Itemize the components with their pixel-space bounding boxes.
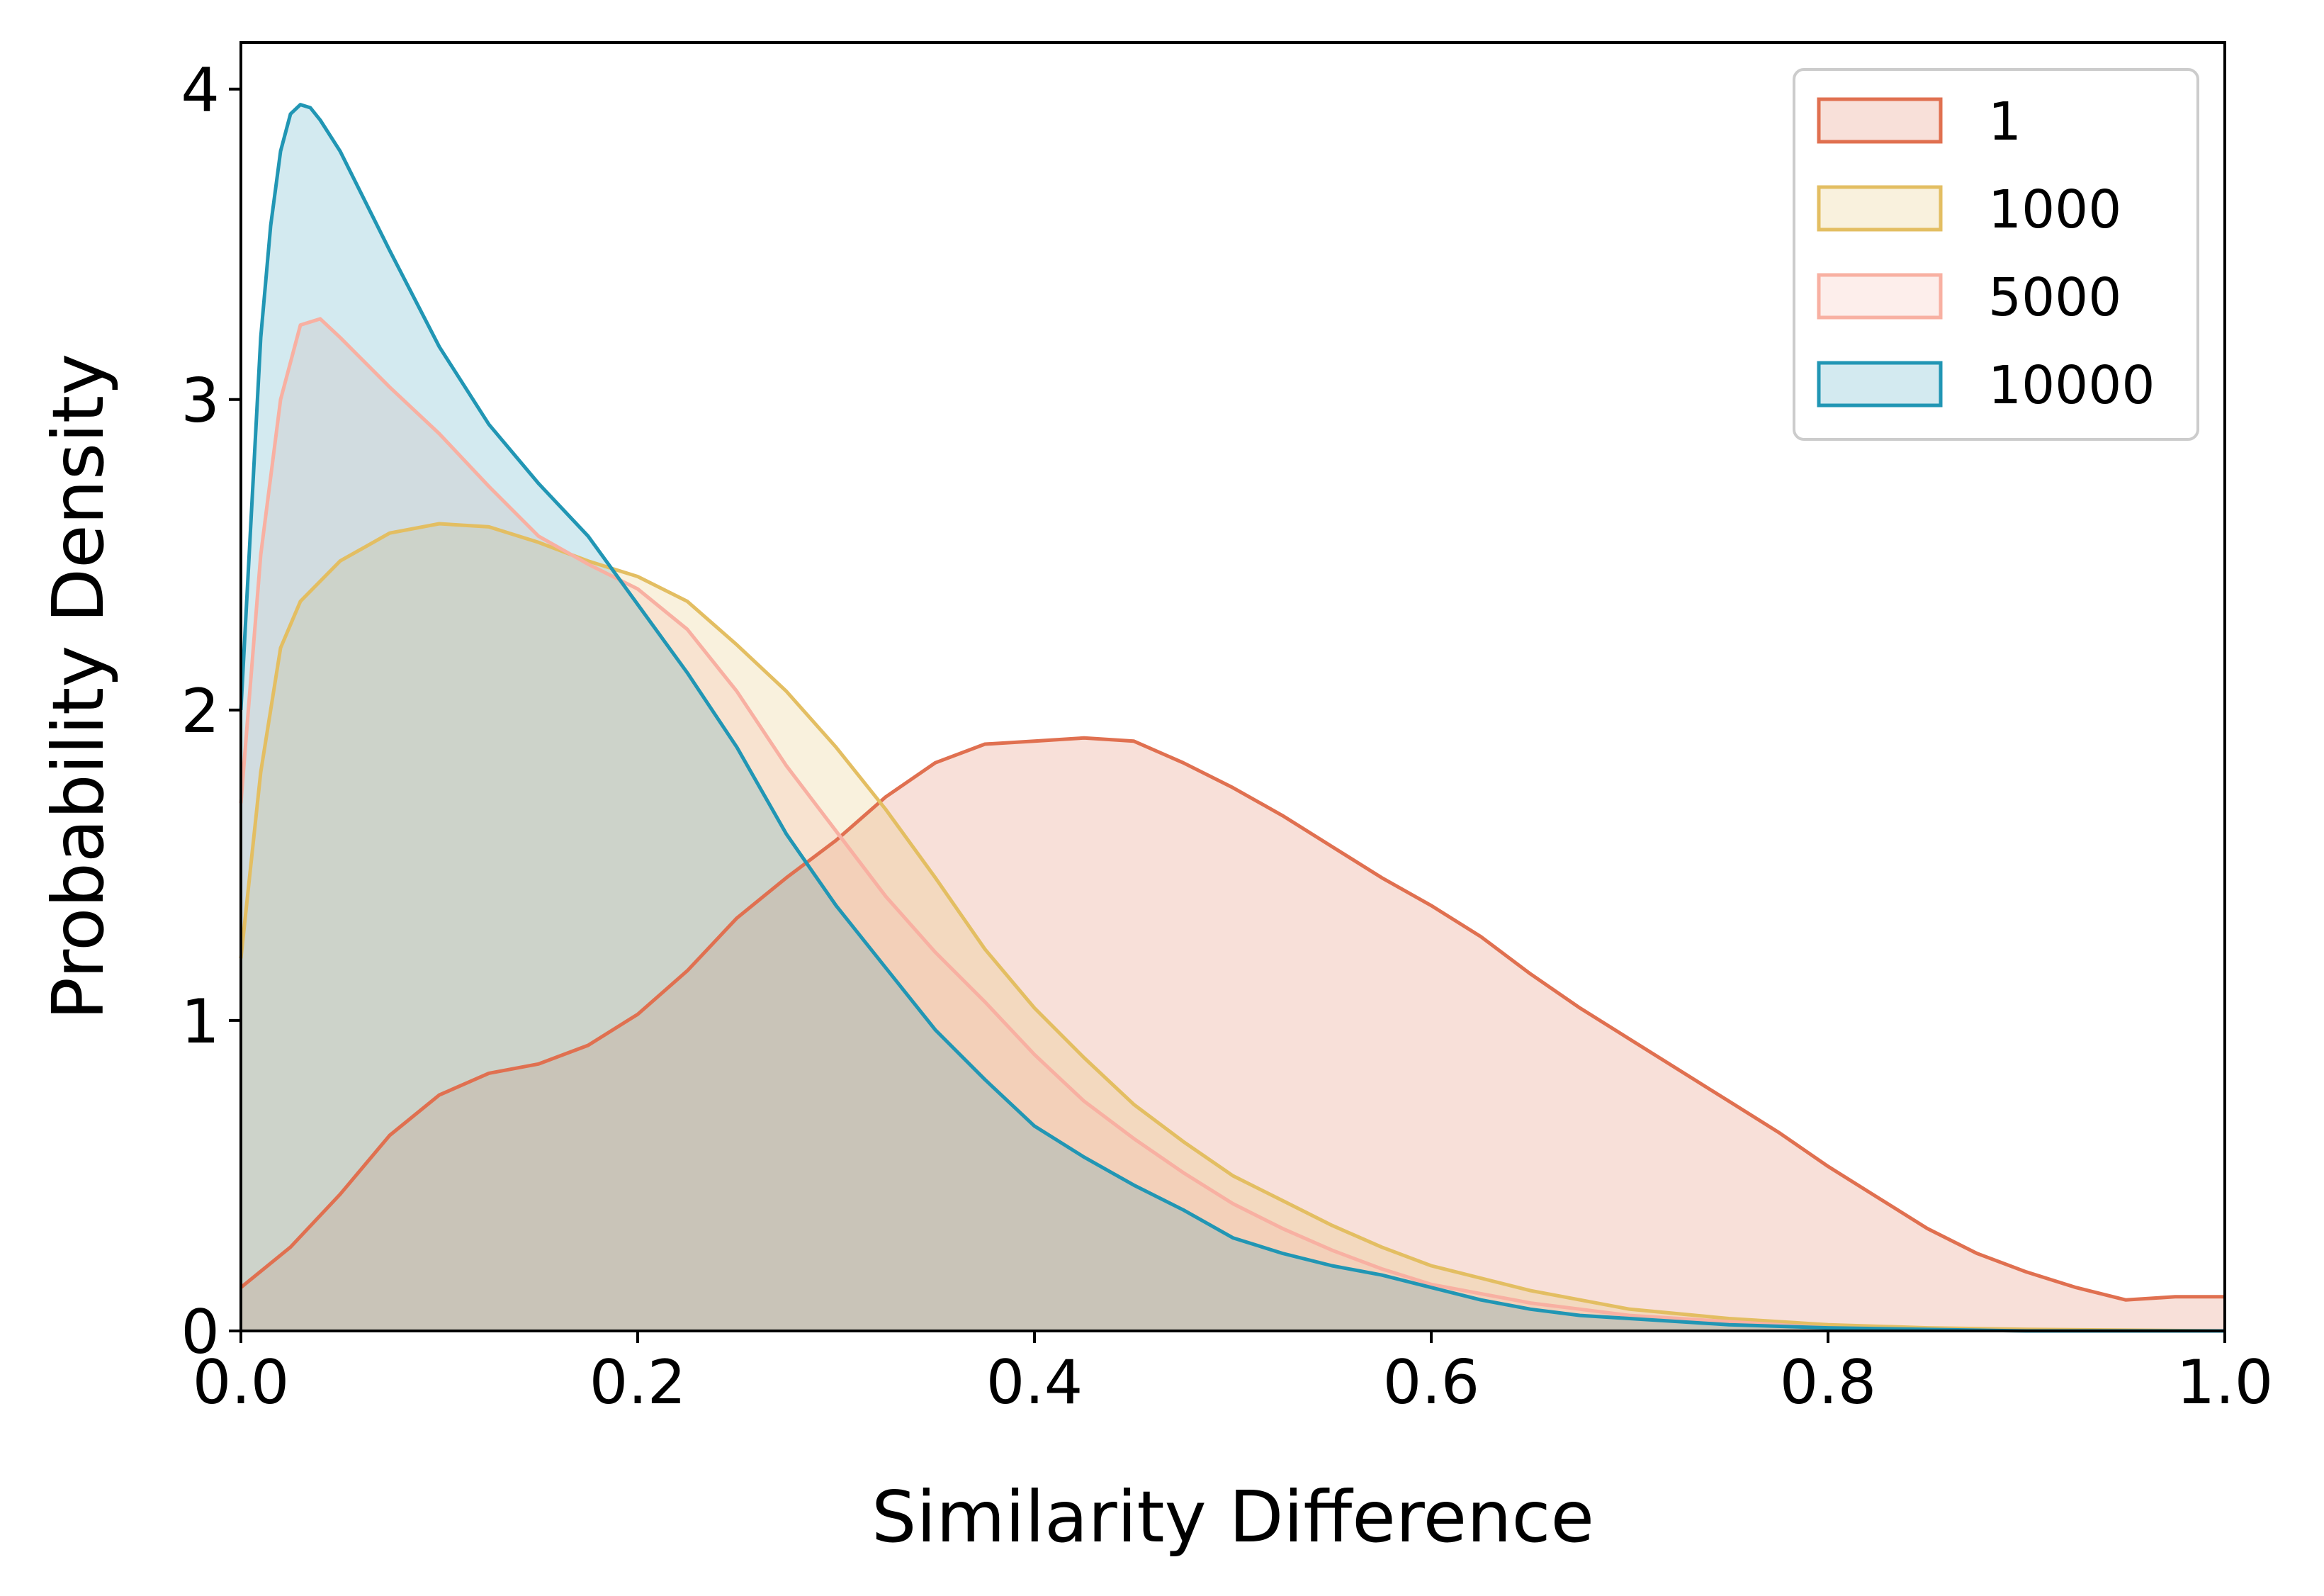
y-tick-label: 3 bbox=[181, 366, 220, 437]
series-5000-area bbox=[241, 318, 2225, 1331]
x-axis-ticks: 0.0 0.2 0.4 0.6 0.8 1.0 bbox=[193, 1331, 2274, 1418]
x-tick-label: 0.0 bbox=[193, 1347, 290, 1418]
x-tick-label: 1.0 bbox=[2177, 1347, 2274, 1418]
plot-frame bbox=[239, 41, 2226, 1332]
series-10000-area bbox=[241, 104, 2225, 1332]
series-1-line bbox=[239, 736, 2225, 1302]
y-tick-label: 2 bbox=[181, 676, 220, 747]
series-5000-line bbox=[239, 317, 2225, 1333]
series-1000-area bbox=[241, 524, 2225, 1331]
x-tick-label: 0.8 bbox=[1780, 1347, 1877, 1418]
series-1000-line bbox=[239, 522, 2226, 1333]
legend-label-5000: 5000 bbox=[1988, 267, 2121, 328]
y-tick-label: 4 bbox=[181, 55, 220, 126]
legend-swatch-5000 bbox=[1817, 273, 1943, 320]
y-tick-label: 0 bbox=[181, 1297, 220, 1368]
x-tick-label: 0.6 bbox=[1383, 1347, 1480, 1418]
legend-frame bbox=[1793, 68, 2199, 441]
series-10000-line bbox=[239, 103, 2225, 1333]
series-lines bbox=[239, 103, 2226, 1333]
legend-label-1000: 1000 bbox=[1988, 179, 2121, 240]
legend-swatch-1000 bbox=[1817, 185, 1943, 232]
y-tick-label: 1 bbox=[181, 987, 220, 1057]
y-axis-label: Probability Density bbox=[37, 354, 120, 1021]
x-tick-label: 0.2 bbox=[590, 1347, 687, 1418]
series-fills bbox=[241, 104, 2225, 1332]
legend-swatch-10000 bbox=[1817, 361, 1943, 408]
legend-swatch-1 bbox=[1817, 97, 1943, 144]
legend-label-10000: 10000 bbox=[1988, 355, 2155, 416]
legend: 1 1000 5000 10000 bbox=[1793, 68, 2199, 441]
series-1-area bbox=[241, 738, 2225, 1331]
y-axis-ticks: 0 1 2 3 4 bbox=[181, 55, 241, 1368]
x-tick-label: 0.4 bbox=[986, 1347, 1083, 1418]
x-axis-label: Similarity Difference bbox=[872, 1476, 1594, 1558]
legend-label-1: 1 bbox=[1988, 91, 2021, 152]
